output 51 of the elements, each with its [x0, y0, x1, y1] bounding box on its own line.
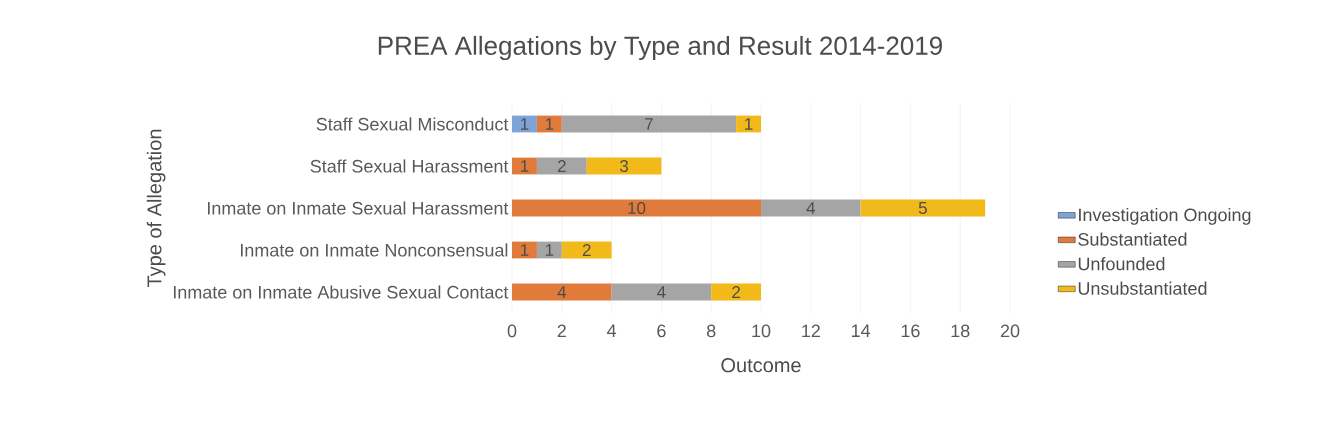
- y-tick-label: Inmate on Inmate Abusive Sexual Contact: [173, 285, 509, 299]
- bar: [561, 241, 612, 259]
- x-tick-label: 18: [951, 324, 970, 338]
- y-tick-label: Staff Sexual Harassment: [310, 159, 509, 173]
- data-label: 2: [582, 244, 591, 256]
- x-tick-label: 12: [802, 324, 820, 338]
- legend-label: Unfounded: [1078, 257, 1165, 271]
- data-label: 2: [557, 160, 566, 172]
- data-label: 1: [521, 244, 529, 256]
- y-tick-label: Inmate on Inmate Nonconsensual: [240, 243, 508, 257]
- data-label: 4: [806, 202, 816, 214]
- data-label: 4: [557, 286, 567, 298]
- x-tick-label: 14: [851, 324, 871, 337]
- bar: [512, 283, 612, 301]
- x-tick-label: 6: [657, 324, 666, 338]
- bar: [536, 157, 587, 175]
- x-tick-label: 2: [557, 324, 566, 338]
- data-label: 1: [521, 160, 529, 172]
- x-tick-label: 0: [507, 324, 517, 338]
- bar: [761, 199, 861, 217]
- data-label: 3: [619, 159, 629, 173]
- data-label: 1: [545, 244, 554, 256]
- legend-label: Investigation Ongoing: [1079, 208, 1251, 225]
- x-tick-label: 10: [752, 324, 771, 338]
- y-tick-label: Inmate on Inmate Sexual Harassment: [207, 201, 509, 215]
- bar: [711, 283, 762, 301]
- y-tick-label: Staff Sexual Misconduct: [316, 117, 509, 131]
- bar: [512, 199, 762, 217]
- legend-label: Unsubstantiated: [1078, 281, 1207, 295]
- data-label: 1: [745, 118, 753, 130]
- x-tick-label: 20: [1000, 324, 1020, 338]
- bar: [860, 199, 986, 217]
- data-label: 1: [545, 118, 554, 130]
- chart-title: PREA Allegations by Type and Result 2014-2019: [378, 35, 942, 61]
- bar: [536, 115, 562, 133]
- data-label: 10: [628, 201, 646, 215]
- x-tick-label: 16: [901, 324, 920, 338]
- x-tick-label: 8: [706, 324, 716, 338]
- data-label: 1: [521, 118, 529, 130]
- data-label: 7: [645, 118, 653, 130]
- x-axis-title: Outcome: [721, 358, 801, 373]
- bar: [586, 157, 662, 175]
- data-label: 5: [918, 202, 927, 214]
- y-axis-title: Type of Allegation: [146, 129, 166, 288]
- x-tick-label: 4: [607, 324, 617, 337]
- bar: [561, 115, 737, 133]
- bar: [611, 283, 712, 301]
- bar: [536, 241, 562, 259]
- legend-label: Substantiated: [1078, 232, 1187, 246]
- data-label: 2: [732, 286, 740, 298]
- data-label: 4: [657, 286, 666, 298]
